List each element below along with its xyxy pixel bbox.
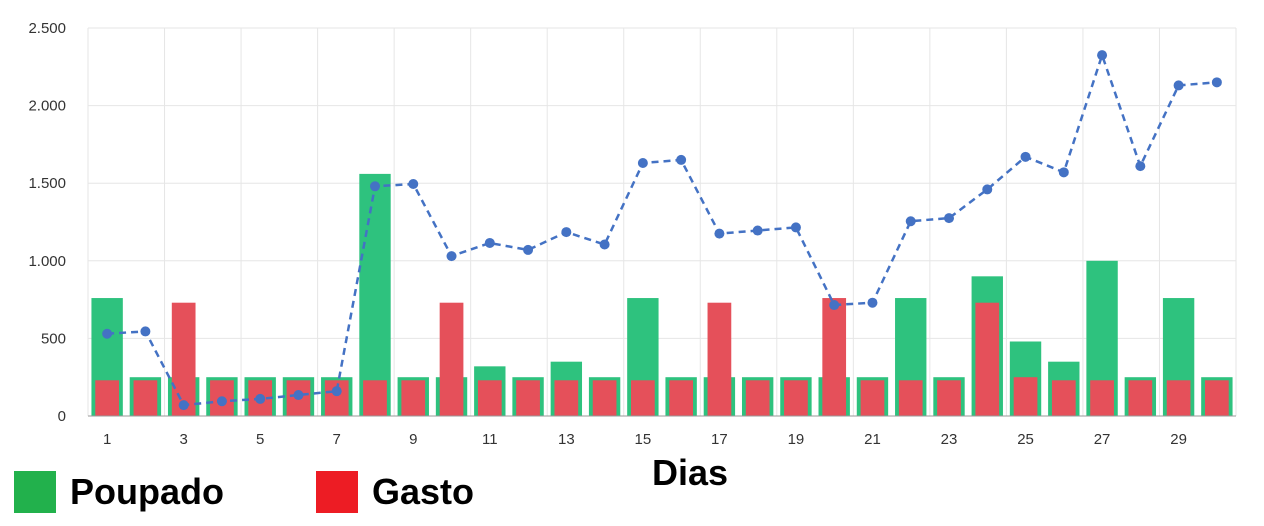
grid [87, 27, 1237, 417]
bar-gasto [401, 380, 426, 416]
line-series [107, 51, 1218, 407]
bars [91, 173, 1233, 416]
line-point [178, 400, 189, 411]
legend-item-poupado: Poupado [14, 470, 224, 514]
line-point [676, 154, 687, 165]
trend-line [102, 50, 1222, 411]
line-point [408, 178, 419, 189]
line-point [140, 326, 151, 337]
bar-gasto [1051, 380, 1076, 416]
bar-gasto [631, 380, 655, 416]
y-tick-label: 2.500 [28, 20, 66, 37]
x-tick-label: 9 [409, 431, 417, 448]
y-tick-label: 0 [58, 408, 66, 425]
x-tick-label: 15 [635, 431, 652, 448]
bar-poupado [359, 173, 391, 416]
bar-gasto [516, 380, 540, 416]
line-point [561, 227, 572, 238]
line-point [1020, 151, 1031, 162]
legend-swatch-poupado [14, 471, 56, 513]
line-point [829, 300, 840, 311]
line-point [599, 239, 610, 250]
bar-gasto [1205, 380, 1229, 416]
bar-gasto [592, 380, 617, 416]
bar-gasto [1013, 377, 1038, 416]
line-point [982, 184, 993, 195]
line-point [293, 390, 304, 401]
bar-gasto [95, 380, 119, 416]
x-axis-label: Dias [652, 452, 729, 493]
bar-gasto [133, 380, 158, 416]
line-point [1173, 80, 1184, 91]
line-point [1058, 167, 1069, 178]
bar-gasto [975, 302, 1000, 416]
line-point [637, 158, 648, 169]
x-tick-label: 19 [788, 431, 805, 448]
x-tick-label: 3 [179, 431, 187, 448]
x-tick-label: 29 [1170, 431, 1187, 448]
x-tick-label: 21 [864, 431, 881, 448]
bar-gasto [1128, 380, 1153, 416]
bar-gasto [745, 380, 770, 416]
legend-label-poupado: Poupado [70, 471, 224, 512]
y-tick-label: 2.000 [28, 98, 66, 115]
bar-gasto [784, 380, 808, 416]
x-tick-label: 27 [1094, 431, 1111, 448]
x-tick-label: 5 [256, 431, 264, 448]
bar-gasto [707, 302, 732, 416]
line-point [331, 386, 342, 397]
x-tick-label: 11 [482, 431, 498, 448]
bar-gasto [1090, 380, 1114, 416]
x-tick-label: 17 [711, 431, 728, 448]
legend-item-gasto: Gasto [316, 470, 474, 514]
x-tick-label: 25 [1017, 431, 1034, 448]
legend-label-gasto: Gasto [372, 471, 475, 512]
line-point [1097, 50, 1108, 61]
line-point [216, 396, 227, 407]
bar-gasto [898, 380, 923, 416]
x-tick-label: 23 [941, 431, 958, 448]
line-point [1211, 77, 1222, 88]
x-tick-label: 1 [103, 431, 111, 448]
line-point [944, 213, 954, 224]
line-point [867, 297, 878, 308]
line-point [370, 181, 380, 192]
line-point [523, 244, 534, 255]
line-point [790, 222, 801, 233]
bar-gasto [554, 380, 579, 416]
line-point [484, 237, 495, 248]
bar-gasto [860, 380, 885, 416]
bar-gasto [477, 380, 502, 416]
bar-gasto [439, 302, 464, 416]
x-tick-label: 7 [333, 431, 341, 448]
bar-gasto [363, 380, 387, 416]
line-point [714, 228, 725, 239]
bar-gasto [669, 380, 693, 416]
bar-gasto [171, 302, 196, 416]
bar-gasto [937, 380, 961, 416]
line-point [752, 225, 763, 236]
bar-gasto [324, 380, 349, 416]
y-tick-label: 500 [41, 330, 66, 347]
line-point [446, 251, 457, 262]
bar-gasto [1166, 380, 1191, 416]
line-point [1135, 161, 1146, 172]
line-point [102, 328, 113, 339]
y-tick-label: 1.000 [28, 253, 66, 270]
line-point [905, 216, 916, 227]
line-point [255, 393, 266, 404]
y-tick-label: 1.500 [28, 175, 66, 192]
legend-swatch-gasto [316, 471, 358, 513]
x-tick-label: 13 [558, 431, 575, 448]
bar-gasto [822, 298, 847, 416]
